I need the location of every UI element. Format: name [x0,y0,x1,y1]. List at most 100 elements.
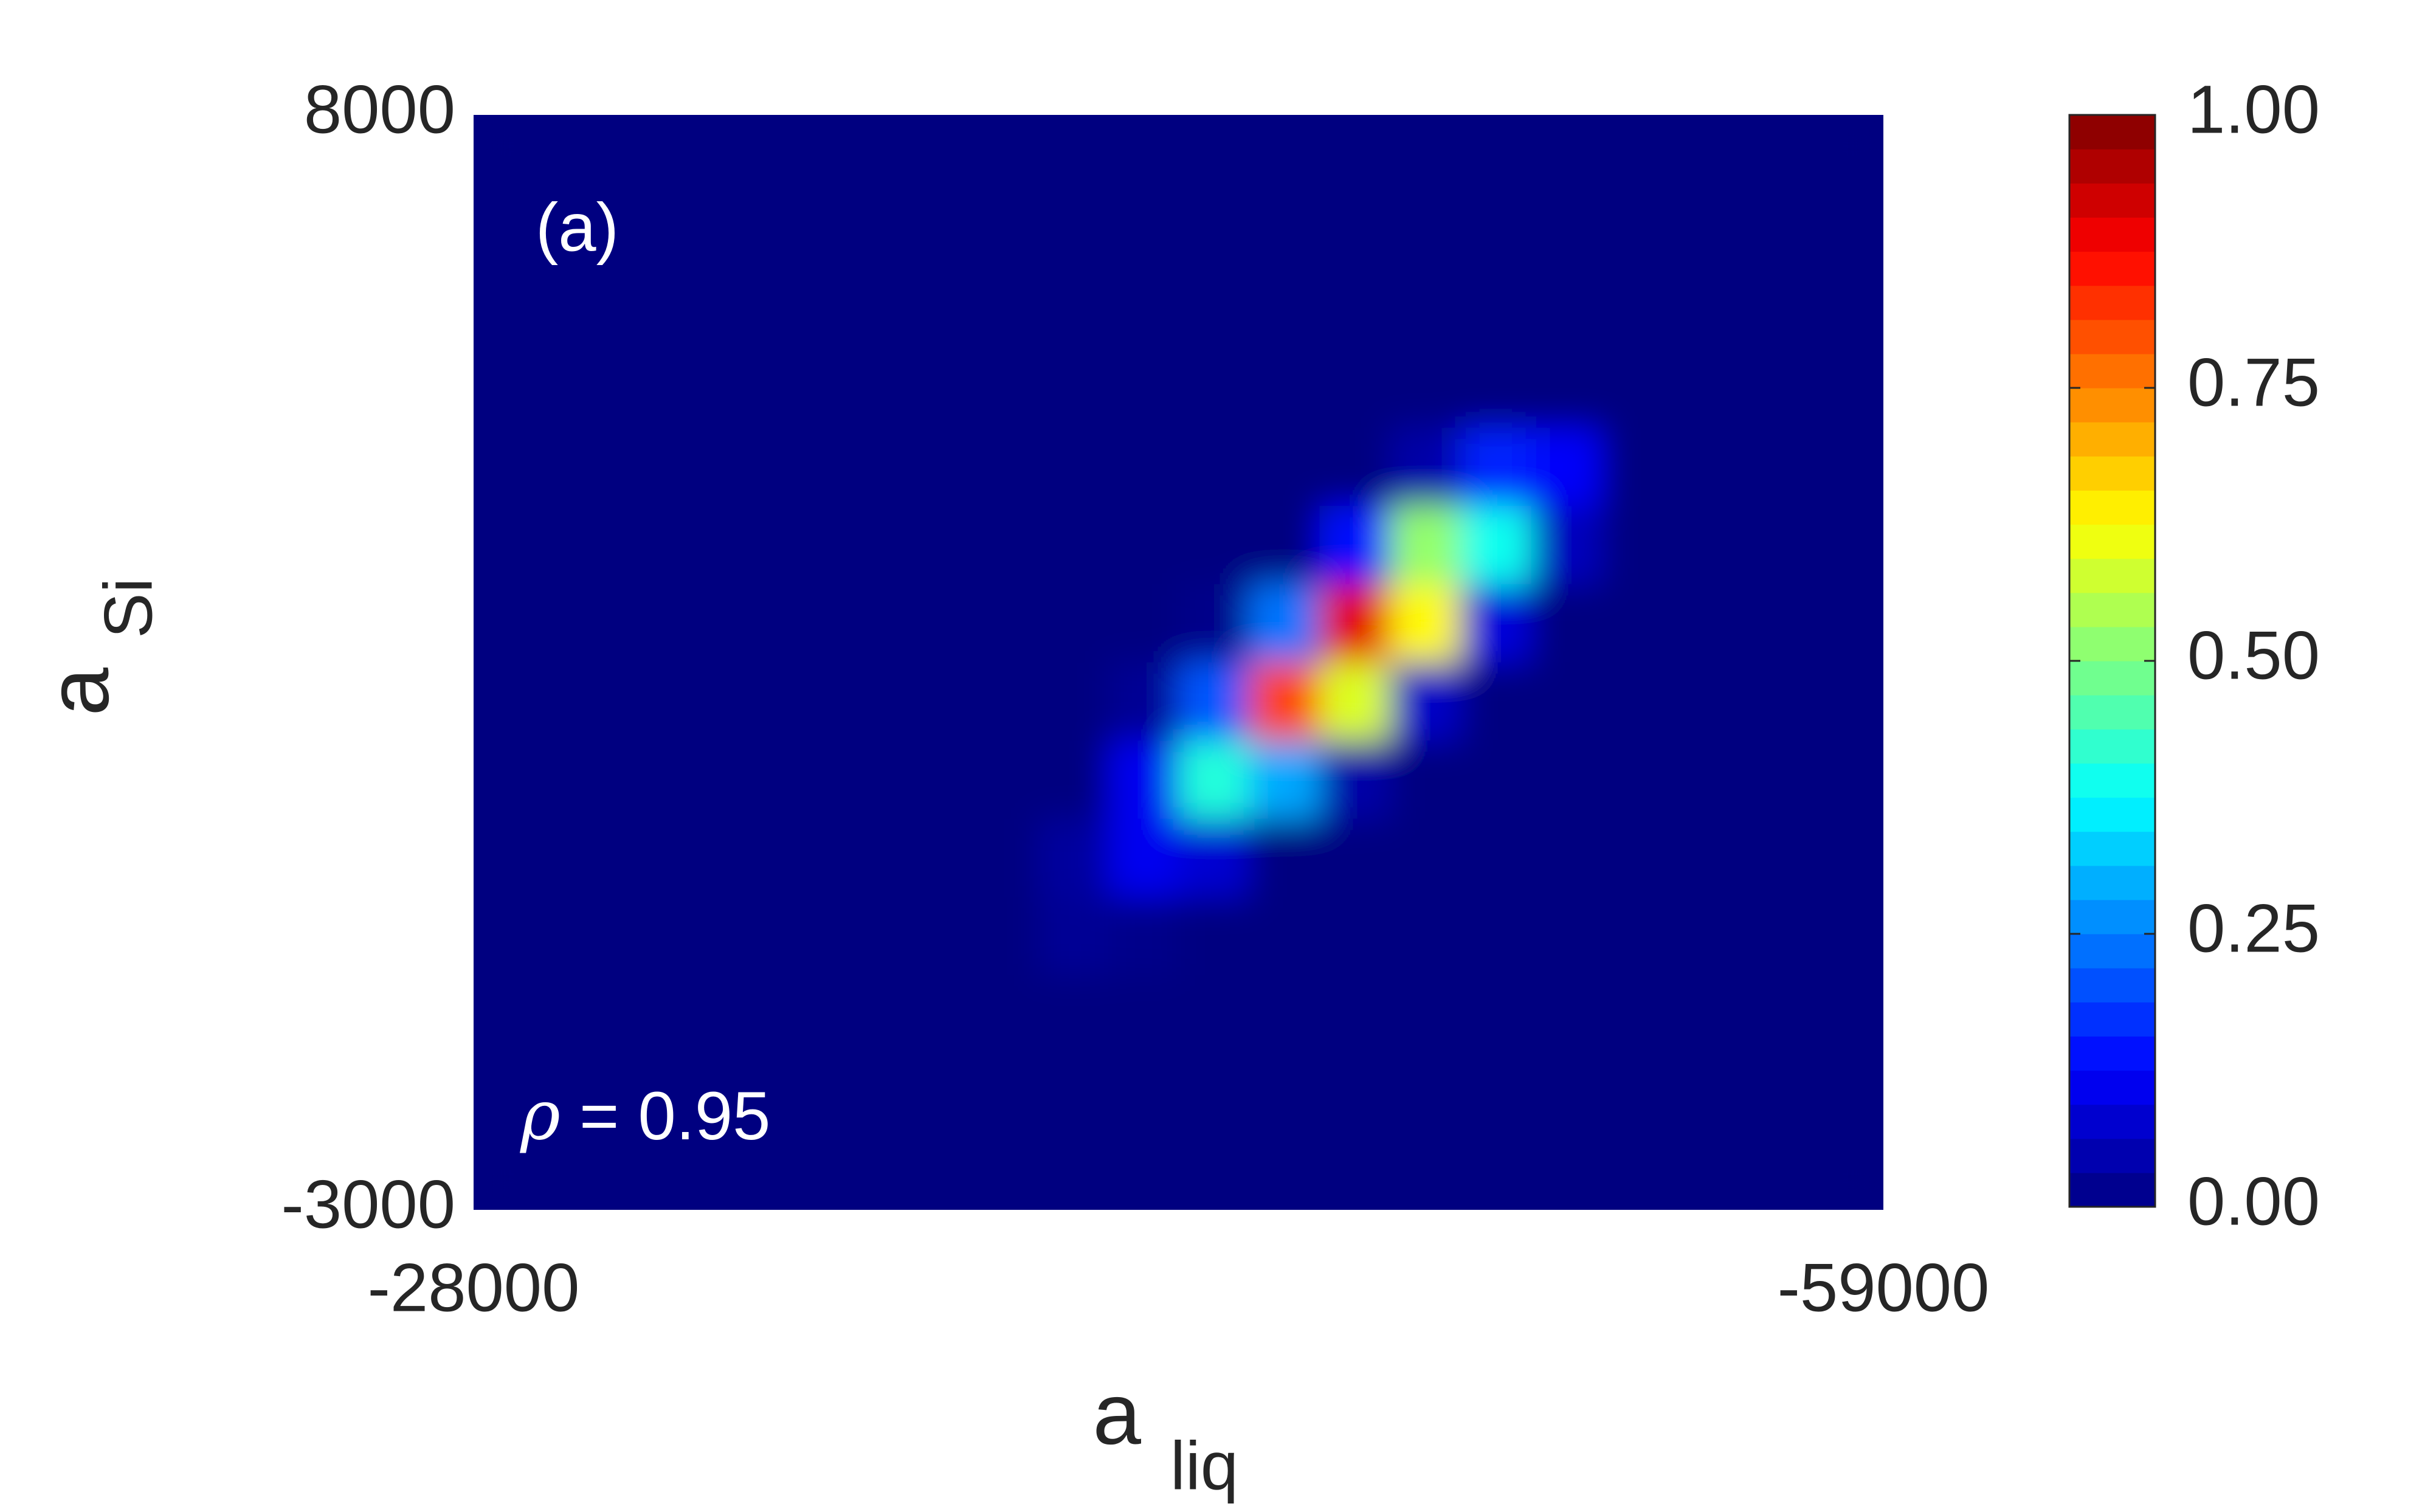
heatmap-cell [896,193,968,272]
heatmap-cell [1390,662,1461,742]
heatmap-cell [1108,427,1179,507]
heatmap-cell [1249,193,1320,272]
heatmap-cell [1672,1131,1744,1210]
heatmap-cell [614,271,686,350]
colorbar-tick-label: 0.50 [2187,618,2320,694]
heatmap-cell [896,975,968,1054]
heatmap-cell [1742,115,1814,194]
heatmap-cell [826,975,897,1054]
heatmap-cell [474,115,545,194]
heatmap-cell [543,975,615,1054]
heatmap-cell [543,349,615,429]
colorbar-step [2069,763,2155,798]
colorbar-step [2069,388,2155,423]
heatmap-cell [755,349,827,429]
heatmap-cell [1531,193,1603,272]
colorbar-step [2069,831,2155,866]
colorbar-step [2069,592,2155,627]
heatmap-cell [614,662,686,742]
heatmap-cell [967,271,1038,350]
heatmap-cell [1178,506,1250,585]
colorbar-step [2069,319,2155,354]
colorbar-step [2069,899,2155,934]
heatmap-cell [1813,271,1883,350]
heatmap-cell [474,662,545,742]
heatmap-cell [1460,662,1532,742]
heatmap-cell [474,1131,545,1210]
heatmap-cell [1531,1053,1603,1133]
colorbar-step [2069,1070,2155,1105]
heatmap-cell [1249,349,1320,429]
heatmap-cell [543,427,615,507]
colorbar-tick-label: 1.00 [2187,72,2320,148]
heatmap-cell [1319,193,1391,272]
heatmap-cell [967,506,1038,585]
heatmap-cell [474,584,545,663]
heatmap-cell [1249,662,1320,742]
heatmap-cell [1601,897,1673,976]
heatmap-cell [1672,740,1744,820]
heatmap-cell [614,506,686,585]
heatmap-cell [755,897,827,976]
colorbar-tick-label: 0.75 [2187,345,2320,421]
heatmap-cell [967,193,1038,272]
heatmap-cell [1249,115,1320,194]
x-axis-label-subscript: liq [1170,1428,1238,1504]
heatmap-cell [896,584,968,663]
heatmap-cell [896,506,968,585]
heatmap-cell [474,506,545,585]
heatmap-cell [896,1053,968,1133]
heatmap-cell [1178,897,1250,976]
heatmap-cell [755,506,827,585]
heatmap-cell [474,740,545,820]
heatmap-cell [1037,349,1109,429]
heatmap-cell [1037,662,1109,742]
colorbar-step [2069,149,2155,184]
heatmap-cell [543,506,615,585]
heatmap-cell [1601,349,1673,429]
heatmap-cell [1531,584,1603,663]
heatmap-cell [1037,506,1109,585]
heatmap-cell [1601,975,1673,1054]
heatmap-cell [1813,115,1883,194]
colorbar-step [2069,626,2155,661]
heatmap-cell [1460,427,1532,507]
heatmap-cell [543,271,615,350]
heatmap-cell [967,584,1038,663]
heatmap-cell [1813,662,1883,742]
heatmap-cell [685,349,756,429]
heatmap-cell [1390,1131,1461,1210]
heatmap-cell [1178,662,1250,742]
heatmap-cell [755,193,827,272]
heatmap-cell [967,975,1038,1054]
heatmap-cell [1390,740,1461,820]
heatmap-cell [1742,740,1814,820]
heatmap-cell [826,740,897,820]
y-axis-label-group: a Si [30,578,167,716]
heatmap-cell [826,1131,897,1210]
heatmap-cell [1531,349,1603,429]
heatmap-cell [1672,818,1744,898]
heatmap-cell [1178,1131,1250,1210]
heatmap-cell [685,975,756,1054]
heatmap-cell [896,897,968,976]
heatmap-cell [543,115,615,194]
heatmap-cell [614,349,686,429]
heatmap-cell [1672,193,1744,272]
heatmap-cell [826,193,897,272]
heatmap-cell [1108,897,1179,976]
heatmap-cell [1108,506,1179,585]
heatmap-cell [1742,975,1814,1054]
colorbar-step [2069,1104,2155,1139]
heatmap-cell [685,506,756,585]
heatmap-cell [1531,1131,1603,1210]
heatmap-cell [1249,897,1320,976]
heatmap-cell [1813,506,1883,585]
heatmap-cell [1601,193,1673,272]
heatmap-cell [1178,427,1250,507]
heatmap-cell [1319,584,1391,663]
colorbar-step [2069,558,2155,593]
colorbar-step [2069,865,2155,900]
heatmap-cell [896,271,968,350]
colorbar-step [2069,524,2155,559]
